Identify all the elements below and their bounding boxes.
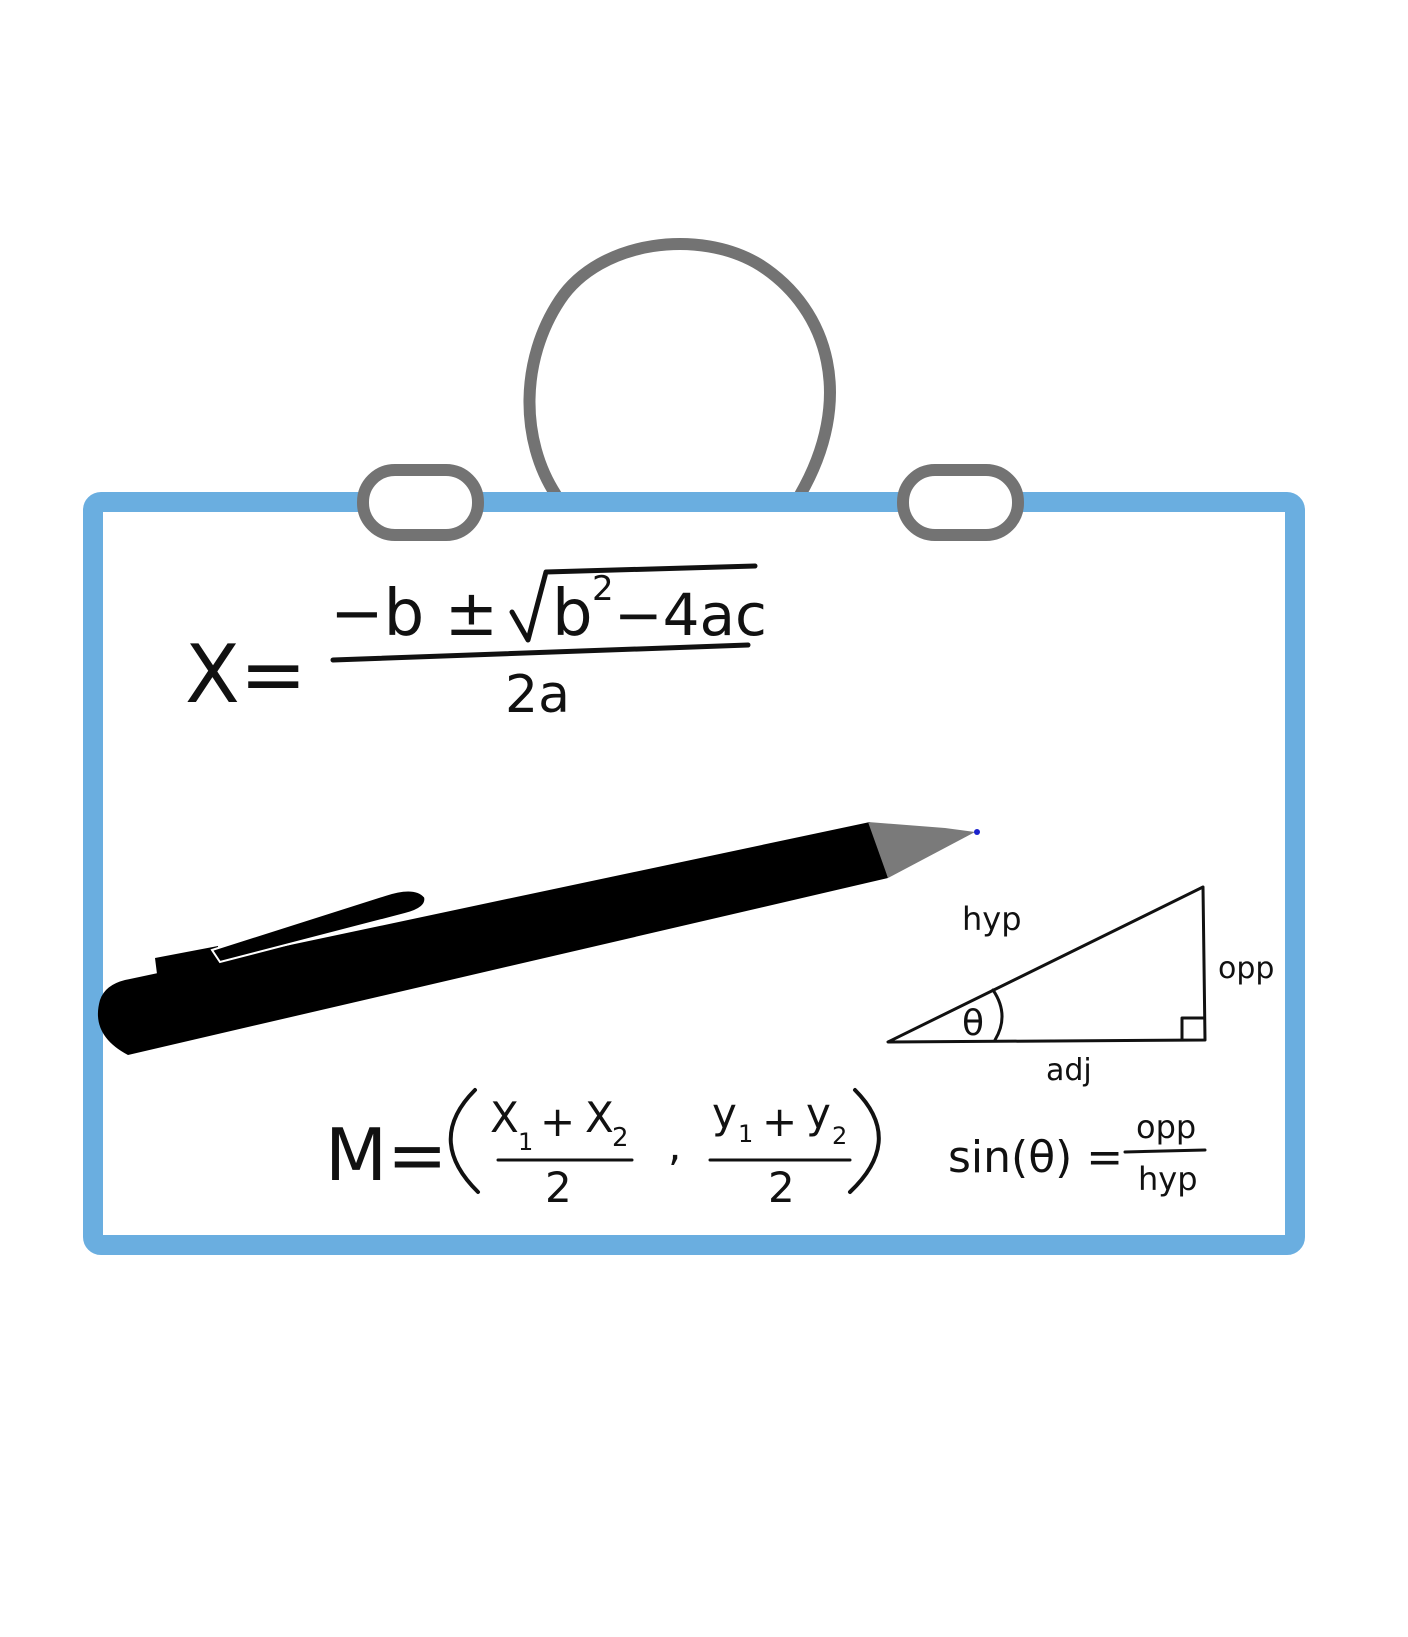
triangle-angle-label: θ bbox=[962, 1003, 984, 1044]
sine-lhs: sin(θ) = bbox=[948, 1132, 1123, 1183]
midpoint-formula: M= X 1 + X 2 2 , y 1 + y 2 2 bbox=[325, 1088, 881, 1212]
quadratic-denominator: 2a bbox=[505, 665, 570, 725]
midpoint-x-denominator: 2 bbox=[545, 1163, 572, 1212]
midpoint-lhs: M= bbox=[325, 1113, 447, 1197]
pen-icon bbox=[97, 822, 980, 1055]
midpoint-x2: X bbox=[585, 1093, 614, 1142]
midpoint-x1: X bbox=[490, 1093, 519, 1142]
hanger-ring-icon bbox=[523, 237, 836, 501]
quadratic-formula: X= −b ± b 2 −4ac 2a bbox=[185, 563, 767, 725]
quadratic-fraction-bar bbox=[330, 642, 751, 663]
midpoint-y-denominator: 2 bbox=[768, 1163, 795, 1212]
midpoint-plus-y: + bbox=[762, 1097, 797, 1146]
triangle-adj-label: adj bbox=[1046, 1053, 1092, 1088]
triangle-hyp-label: hyp bbox=[962, 900, 1022, 938]
sine-fraction-bar bbox=[1123, 1148, 1207, 1154]
midpoint-comma: , bbox=[668, 1121, 681, 1170]
triangle-opp-label: opp bbox=[1218, 951, 1274, 986]
sqrt-icon bbox=[509, 563, 758, 643]
quadratic-numerator-exp: 2 bbox=[592, 569, 614, 609]
midpoint-left-paren bbox=[448, 1088, 480, 1194]
midpoint-plus-x: + bbox=[540, 1097, 575, 1146]
midpoint-y1-sub: 1 bbox=[738, 1120, 753, 1148]
midpoint-x1-sub: 1 bbox=[518, 1128, 533, 1156]
midpoint-y1: y bbox=[712, 1089, 737, 1138]
sine-denominator: hyp bbox=[1138, 1160, 1198, 1198]
right-clip-icon bbox=[897, 464, 1024, 541]
sine-formula: sin(θ) = opp hyp bbox=[948, 1108, 1207, 1198]
midpoint-y2-sub: 2 bbox=[832, 1122, 847, 1150]
midpoint-x2-sub: 2 bbox=[612, 1123, 629, 1153]
quadratic-numerator-b: b bbox=[552, 577, 593, 651]
quadratic-numerator-a: −b ± bbox=[330, 577, 498, 651]
left-clip-icon bbox=[357, 464, 484, 541]
sine-numerator: opp bbox=[1136, 1108, 1196, 1146]
right-triangle-icon: θ hyp opp adj bbox=[886, 885, 1274, 1088]
midpoint-right-paren bbox=[848, 1088, 881, 1194]
midpoint-y2: y bbox=[806, 1089, 831, 1138]
quadratic-numerator-c: −4ac bbox=[614, 581, 767, 649]
quadratic-lhs: X= bbox=[185, 628, 307, 721]
